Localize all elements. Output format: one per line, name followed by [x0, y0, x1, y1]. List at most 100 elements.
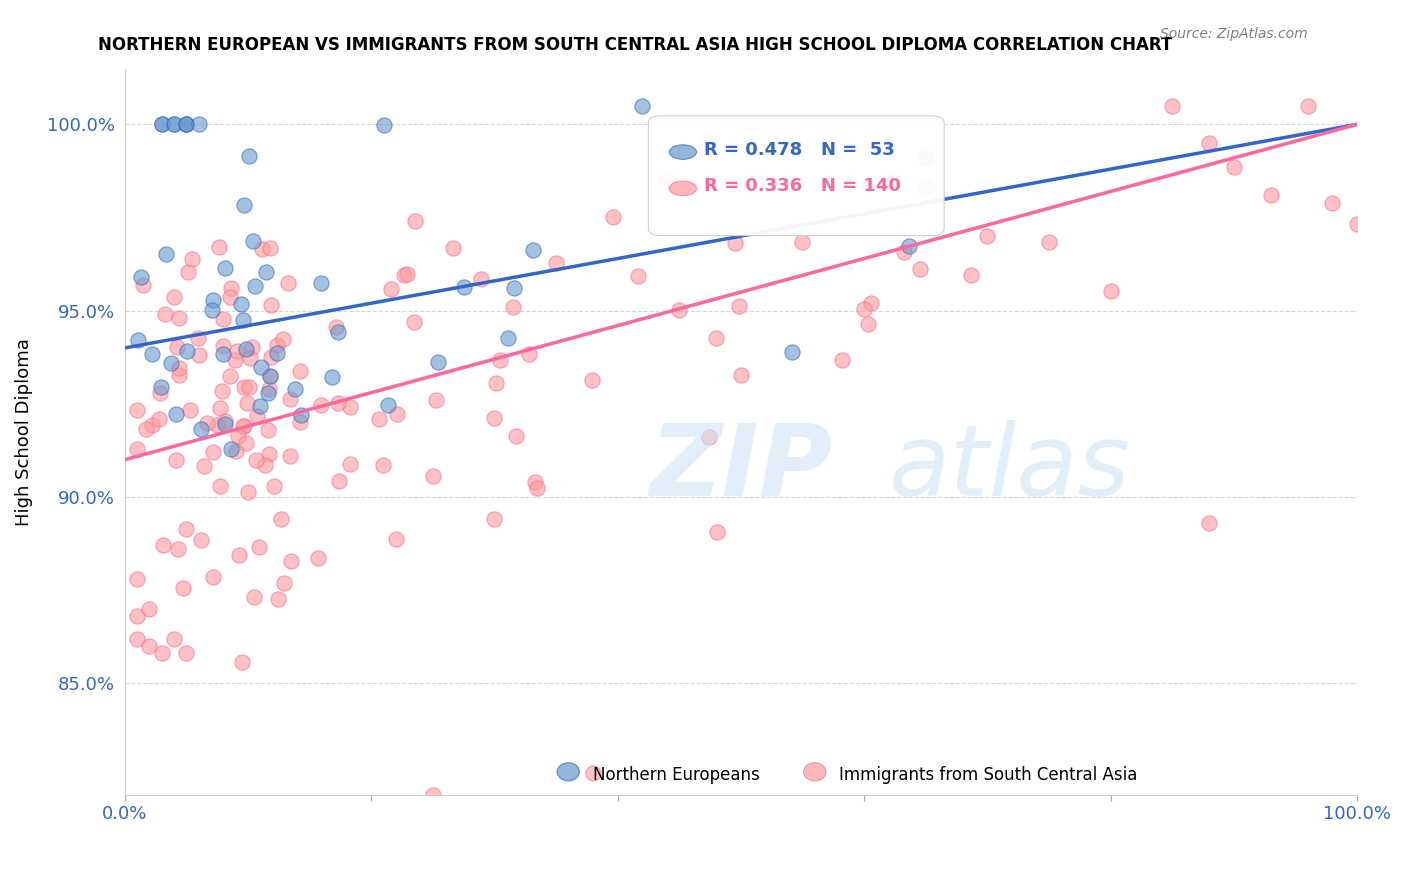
Northern Europeans — [780, 345, 803, 359]
Immigrants from South Central Asia — [877, 174, 900, 188]
Immigrants from South Central Asia — [238, 380, 260, 394]
Immigrants from South Central Asia — [243, 590, 266, 604]
FancyBboxPatch shape — [648, 116, 945, 235]
Immigrants from South Central Asia — [602, 210, 624, 224]
Text: R = 0.478   N =  53: R = 0.478 N = 53 — [704, 141, 894, 159]
Immigrants from South Central Asia — [238, 351, 260, 366]
Immigrants from South Central Asia — [402, 315, 425, 329]
Immigrants from South Central Asia — [127, 632, 149, 646]
Immigrants from South Central Asia — [339, 400, 361, 414]
Immigrants from South Central Asia — [127, 403, 149, 417]
Northern Europeans — [377, 398, 399, 412]
Text: R = 0.336   N = 140: R = 0.336 N = 140 — [704, 178, 901, 195]
Northern Europeans — [150, 380, 173, 394]
Immigrants from South Central Asia — [404, 214, 426, 228]
Immigrants from South Central Asia — [214, 414, 236, 428]
Point — [138, 601, 160, 615]
Immigrants from South Central Asia — [517, 346, 540, 360]
Text: atlas: atlas — [889, 419, 1130, 516]
Point — [582, 765, 605, 780]
Northern Europeans — [127, 334, 149, 348]
Immigrants from South Central Asia — [976, 229, 998, 244]
Point — [138, 639, 160, 653]
Northern Europeans — [150, 117, 173, 131]
Immigrants from South Central Asia — [384, 533, 406, 547]
Northern Europeans — [201, 303, 224, 318]
Immigrants from South Central Asia — [260, 297, 283, 311]
Northern Europeans — [309, 277, 332, 291]
Immigrants from South Central Asia — [179, 402, 201, 417]
Immigrants from South Central Asia — [250, 242, 273, 256]
Immigrants from South Central Asia — [166, 340, 188, 354]
Immigrants from South Central Asia — [910, 261, 932, 276]
Northern Europeans — [141, 347, 163, 361]
Immigrants from South Central Asia — [280, 554, 302, 568]
Immigrants from South Central Asia — [505, 429, 527, 443]
Northern Europeans — [326, 325, 349, 339]
Immigrants from South Central Asia — [208, 240, 231, 254]
Immigrants from South Central Asia — [167, 361, 190, 376]
Immigrants from South Central Asia — [187, 331, 209, 345]
Immigrants from South Central Asia — [489, 353, 512, 368]
Ellipse shape — [669, 145, 696, 160]
Immigrants from South Central Asia — [267, 591, 290, 606]
Immigrants from South Central Asia — [257, 424, 280, 438]
Immigrants from South Central Asia — [394, 268, 416, 283]
Immigrants from South Central Asia — [263, 478, 285, 492]
Northern Europeans — [250, 359, 273, 374]
Northern Europeans — [165, 408, 187, 422]
Immigrants from South Central Asia — [856, 317, 879, 331]
Immigrants from South Central Asia — [728, 299, 751, 313]
Immigrants from South Central Asia — [174, 522, 197, 536]
Northern Europeans — [129, 269, 152, 284]
Immigrants from South Central Asia — [253, 458, 276, 473]
Immigrants from South Central Asia — [1099, 284, 1122, 298]
Northern Europeans — [266, 346, 288, 360]
Northern Europeans — [163, 117, 186, 131]
Immigrants from South Central Asia — [228, 549, 250, 563]
Immigrants from South Central Asia — [1038, 235, 1060, 249]
Immigrants from South Central Asia — [668, 302, 690, 317]
Immigrants from South Central Asia — [328, 396, 350, 410]
Point — [163, 632, 186, 646]
Immigrants from South Central Asia — [373, 458, 395, 472]
Immigrants from South Central Asia — [290, 415, 312, 429]
Point — [174, 647, 197, 661]
Immigrants from South Central Asia — [257, 382, 280, 396]
Immigrants from South Central Asia — [211, 384, 233, 399]
Northern Europeans — [257, 385, 280, 400]
Northern Europeans — [212, 347, 235, 361]
Immigrants from South Central Asia — [860, 295, 883, 310]
Immigrants from South Central Asia — [581, 373, 603, 387]
Immigrants from South Central Asia — [654, 174, 676, 188]
Northern Europeans — [284, 382, 307, 396]
Immigrants from South Central Asia — [167, 542, 190, 557]
Northern Europeans — [502, 281, 524, 295]
Immigrants from South Central Asia — [187, 348, 209, 362]
Immigrants from South Central Asia — [270, 512, 292, 526]
Immigrants from South Central Asia — [339, 457, 361, 471]
Immigrants from South Central Asia — [236, 396, 259, 410]
Immigrants from South Central Asia — [208, 479, 231, 493]
Immigrants from South Central Asia — [238, 485, 260, 500]
Immigrants from South Central Asia — [246, 409, 269, 423]
Northern Europeans — [232, 198, 254, 212]
Immigrants from South Central Asia — [225, 343, 247, 358]
Immigrants from South Central Asia — [219, 368, 242, 383]
Northern Europeans — [163, 117, 186, 131]
Immigrants from South Central Asia — [211, 311, 233, 326]
Immigrants from South Central Asia — [627, 269, 650, 284]
Immigrants from South Central Asia — [422, 469, 444, 483]
Immigrants from South Central Asia — [485, 376, 508, 390]
Immigrants from South Central Asia — [259, 447, 281, 461]
Immigrants from South Central Asia — [853, 301, 876, 316]
Northern Europeans — [174, 117, 197, 131]
Immigrants from South Central Asia — [232, 419, 254, 434]
Northern Europeans — [373, 118, 395, 132]
Point — [1198, 516, 1220, 530]
Immigrants from South Central Asia — [328, 474, 350, 488]
Y-axis label: High School Diploma: High School Diploma — [15, 338, 32, 525]
Immigrants from South Central Asia — [259, 241, 281, 255]
Immigrants from South Central Asia — [169, 368, 191, 382]
Northern Europeans — [427, 355, 450, 369]
